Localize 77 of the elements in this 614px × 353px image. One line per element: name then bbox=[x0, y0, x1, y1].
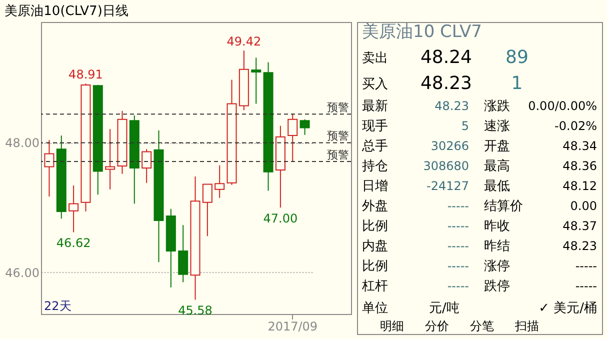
text: -0.02% bbox=[554, 119, 597, 133]
text: 48.37 bbox=[562, 219, 597, 233]
annotation: 46.62 bbox=[56, 236, 91, 250]
text: 明细 bbox=[380, 319, 404, 333]
candlestick bbox=[178, 224, 188, 283]
y-tick-label: 46.00 bbox=[5, 266, 40, 280]
text: 买入 bbox=[362, 77, 388, 92]
text: 开盘 bbox=[484, 139, 510, 154]
text: 结算价 bbox=[484, 199, 523, 214]
text: 48.23 bbox=[420, 73, 472, 94]
annotation: 22天 bbox=[44, 299, 72, 313]
text: 速涨 bbox=[484, 119, 510, 134]
y-tick-label: 48.00 bbox=[5, 136, 40, 150]
ref-line-label: 预警 bbox=[327, 148, 349, 162]
text: ----- bbox=[447, 199, 469, 213]
annotation: 48.91 bbox=[68, 68, 103, 82]
text: 分笔 bbox=[470, 319, 494, 333]
candlestick bbox=[288, 112, 298, 162]
chart-title: 美原油10(CLV7)日线 bbox=[4, 3, 128, 19]
text: ✓ 美元/桶 bbox=[538, 300, 597, 316]
text: ----- bbox=[575, 279, 597, 293]
candlestick bbox=[214, 164, 225, 198]
text: 杠杆 bbox=[361, 279, 388, 294]
text: 48.24 bbox=[420, 47, 472, 68]
text: 48.23 bbox=[434, 99, 469, 113]
text: 扫描 bbox=[514, 319, 539, 333]
text: 单位 bbox=[362, 301, 388, 316]
text: 持仓 bbox=[362, 159, 388, 174]
candlestick bbox=[68, 185, 79, 233]
candlestick bbox=[251, 57, 262, 104]
text: 0.00/0.00% bbox=[528, 99, 597, 113]
candlestick bbox=[300, 118, 310, 136]
annotation: 47.00 bbox=[263, 212, 298, 226]
text: 30266 bbox=[430, 139, 469, 153]
candlestick bbox=[105, 128, 116, 190]
text: 日增 bbox=[362, 179, 388, 194]
text: 现手 bbox=[362, 119, 388, 134]
text: 89 bbox=[506, 47, 528, 68]
text: 最新 bbox=[362, 99, 388, 114]
text: 最高 bbox=[484, 158, 510, 174]
candlestick bbox=[44, 140, 54, 198]
text: 内盘 bbox=[362, 239, 388, 254]
text: 1 bbox=[511, 73, 523, 94]
text: 涨停 bbox=[484, 259, 510, 274]
text: 元/吨 bbox=[429, 301, 460, 316]
text: 昨结 bbox=[484, 239, 510, 254]
annotation: 49.42 bbox=[226, 34, 262, 49]
annotation: 45.58 bbox=[178, 304, 212, 318]
text: ----- bbox=[447, 239, 469, 253]
text: 0.00 bbox=[570, 199, 597, 213]
text: 48.36 bbox=[562, 159, 597, 173]
text: 48.34 bbox=[562, 139, 597, 153]
x-tick-label: 2017/09 bbox=[268, 320, 318, 334]
text: ----- bbox=[447, 259, 469, 273]
text: 美原油10 CLV7 bbox=[362, 22, 482, 42]
text: 外盘 bbox=[362, 199, 388, 214]
text: -24127 bbox=[426, 179, 469, 193]
text: 分价 bbox=[425, 319, 449, 333]
text: 308680 bbox=[423, 159, 469, 173]
text: 48.12 bbox=[562, 179, 597, 193]
text: ----- bbox=[447, 219, 469, 233]
candlestick bbox=[202, 184, 212, 237]
text: 总手 bbox=[361, 139, 388, 154]
candlestick bbox=[142, 148, 152, 184]
text: 卖出 bbox=[362, 51, 388, 66]
text: 比例 bbox=[362, 259, 388, 274]
ref-line-label: 预警 bbox=[327, 130, 349, 143]
text: 最低 bbox=[484, 179, 510, 194]
text: ----- bbox=[447, 279, 469, 293]
text: 5 bbox=[461, 119, 469, 133]
text: 48.23 bbox=[562, 239, 597, 253]
text: ----- bbox=[575, 259, 597, 273]
text: 跌停 bbox=[484, 279, 510, 294]
text: 比例 bbox=[362, 219, 388, 234]
text: 涨跌 bbox=[484, 99, 510, 114]
text: 昨收 bbox=[484, 219, 510, 234]
ref-line-label: 预警 bbox=[327, 101, 349, 114]
